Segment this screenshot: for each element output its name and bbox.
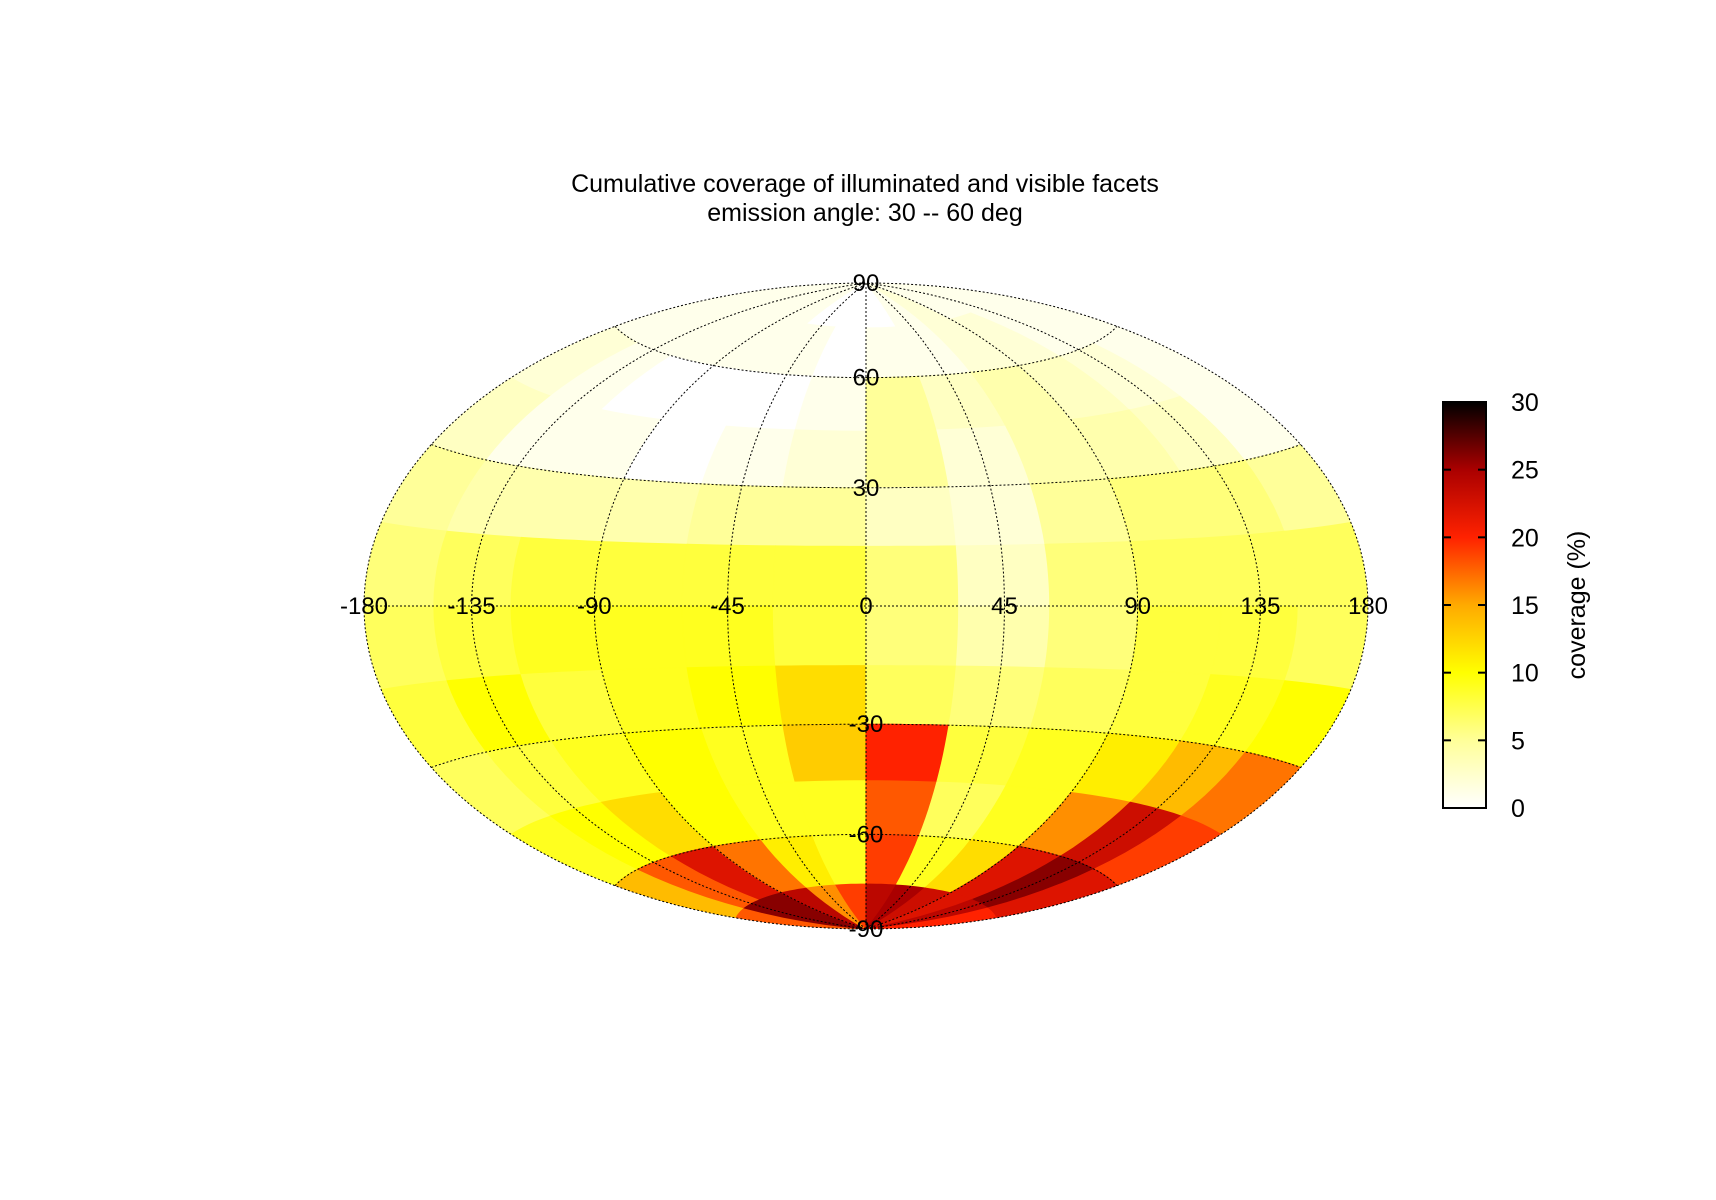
parallel-line xyxy=(431,723,1301,768)
colorbar-tick-label: 30 xyxy=(1511,389,1539,417)
heatmap-cell xyxy=(865,605,960,667)
heatmap-cell xyxy=(865,545,960,607)
lat-tick-label: -30 xyxy=(849,711,884,738)
lat-tick-label: 30 xyxy=(853,475,880,502)
colorbar-tick-label: 20 xyxy=(1511,524,1539,552)
meridian-line xyxy=(593,282,867,930)
colorbar-tick-label: 0 xyxy=(1511,795,1525,823)
map-outline xyxy=(363,282,1369,930)
lat-tick-label: 90 xyxy=(853,270,880,297)
colorbar-tick-label: 15 xyxy=(1511,592,1539,620)
lon-tick-label: 180 xyxy=(1348,593,1388,620)
lat-tick-label: 60 xyxy=(853,365,880,392)
lon-tick-label: 135 xyxy=(1240,593,1280,620)
lon-tick-label: -135 xyxy=(448,593,496,620)
parallel-line xyxy=(614,833,1118,887)
heatmap-cell xyxy=(772,605,867,667)
colorbar: 0 5 10 15 20 25 30 coverage (%) xyxy=(1442,389,1591,823)
heatmap-cell xyxy=(948,665,1046,729)
chart-subtitle: emission angle: 30 -- 60 deg xyxy=(707,199,1022,227)
map-graticule xyxy=(364,282,1368,930)
colorbar-tick-label: 25 xyxy=(1511,457,1539,485)
chart-title: Cumulative coverage of illuminated and v… xyxy=(571,170,1159,198)
parallel-line xyxy=(614,325,1118,379)
lat-tick-label: -60 xyxy=(849,821,884,848)
colorbar-tick-label: 5 xyxy=(1511,727,1525,755)
heatmap-cell xyxy=(865,486,957,547)
lon-tick-label: -180 xyxy=(340,593,388,620)
lon-tick-label: -90 xyxy=(577,593,612,620)
map-tick-labels: -180 -135 -90 -45 0 45 90 135 180 90 60 30 -30 -60 -90 xyxy=(340,270,1388,943)
heatmap-cell xyxy=(772,545,867,607)
colorbar-label: coverage (%) xyxy=(1563,531,1591,680)
lon-tick-label: -45 xyxy=(710,593,745,620)
lon-tick-label: 45 xyxy=(991,593,1018,620)
heatmap-cell xyxy=(686,665,784,729)
parallel-line xyxy=(431,444,1301,489)
heatmap-cell xyxy=(1284,521,1368,607)
heatmap-cell xyxy=(948,483,1046,547)
heatmap-cell xyxy=(686,483,784,547)
lon-tick-label: 0 xyxy=(859,593,872,620)
meridian-line xyxy=(471,282,867,930)
meridian-line xyxy=(865,282,1139,930)
heatmap-cells xyxy=(364,283,1368,929)
lon-tick-label: 90 xyxy=(1124,593,1151,620)
colorbar-tick-label: 10 xyxy=(1511,660,1539,688)
colorbar-ticks: 0 5 10 15 20 25 30 xyxy=(1443,389,1539,823)
lat-tick-label: -90 xyxy=(849,916,884,943)
